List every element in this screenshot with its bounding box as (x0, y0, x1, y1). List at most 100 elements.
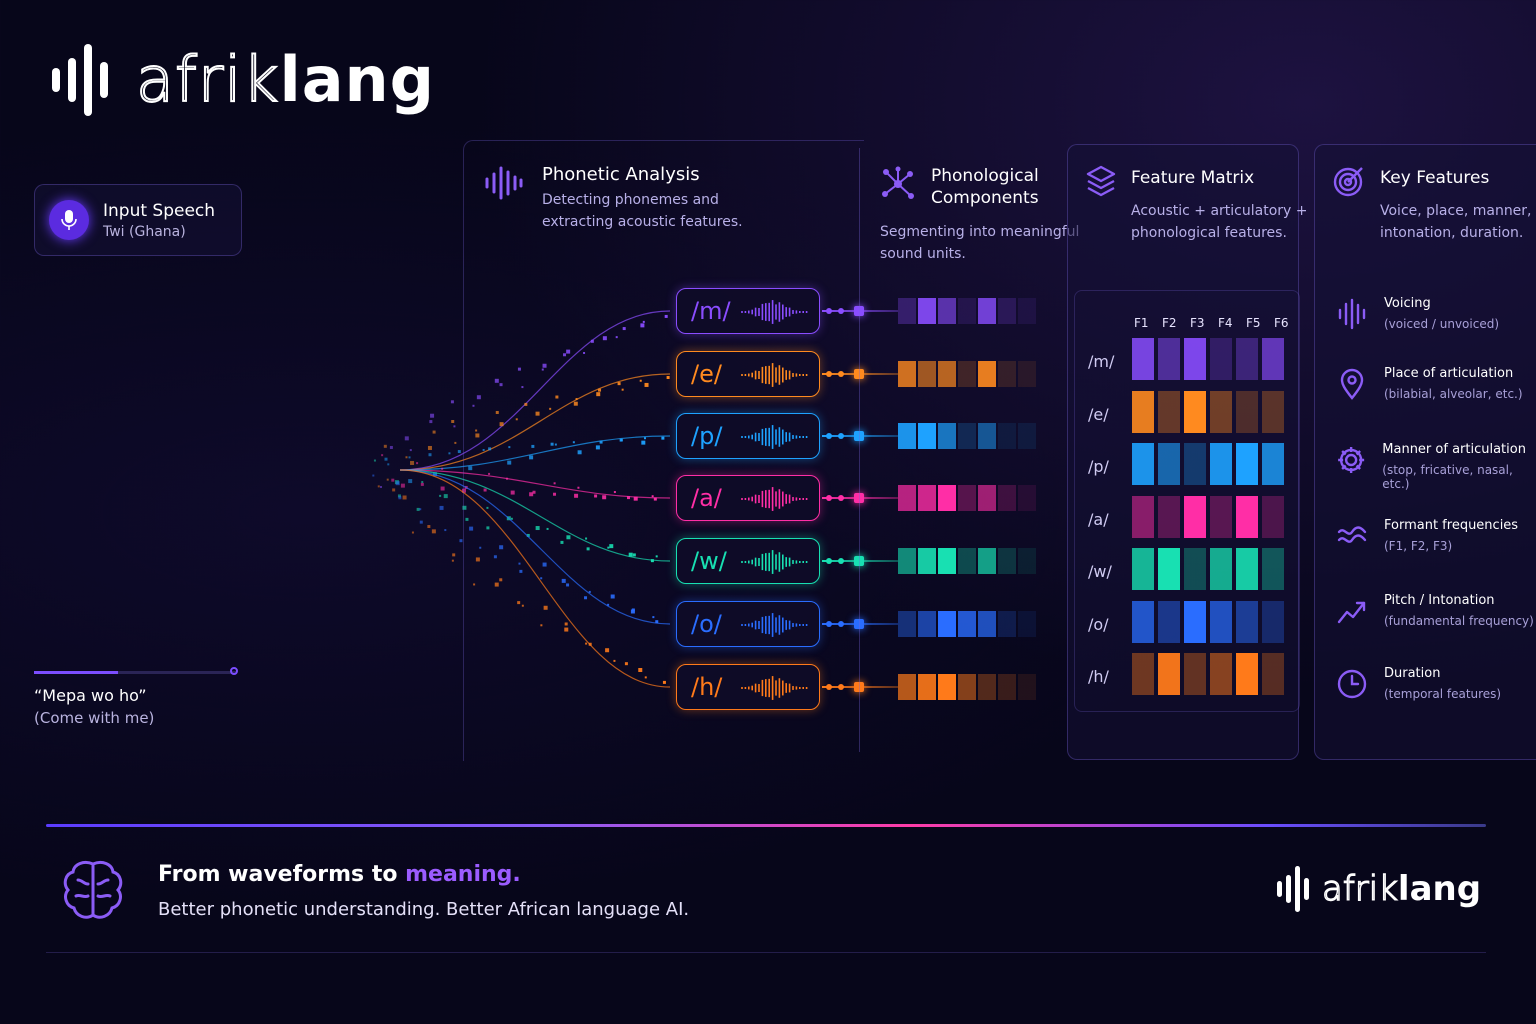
segment-cell (918, 361, 936, 387)
matrix-cell (1262, 653, 1284, 695)
segment-cell (958, 548, 976, 574)
matrix-cell (1262, 548, 1284, 590)
footer-tagline: From waveforms to meaning. (158, 862, 521, 887)
brain-icon (60, 858, 126, 926)
key-feature-desc: (voiced / unvoiced) (1384, 317, 1499, 331)
input-speech-card[interactable]: Input Speech Twi (Ghana) (34, 184, 242, 256)
segment-cell (938, 548, 956, 574)
matrix-column-header: F2 (1162, 316, 1177, 330)
phoneme-box[interactable]: /e/ (676, 351, 820, 397)
matrix-row-label: /h/ (1088, 667, 1109, 686)
phoneme-label: /e/ (691, 360, 722, 388)
connector-node (854, 556, 864, 566)
matrix-cell (1236, 338, 1258, 380)
phonological-title-1: Phonological (931, 166, 1039, 186)
phoneme-box[interactable]: /m/ (676, 288, 820, 334)
phoneme-box[interactable]: /a/ (676, 475, 820, 521)
segment-cell (938, 674, 956, 700)
matrix-row-label: /o/ (1088, 614, 1109, 634)
matrix-cell (1184, 338, 1206, 380)
mini-waveform-icon (741, 676, 808, 700)
mini-waveform-icon (741, 300, 808, 324)
matrix-cell (1158, 338, 1180, 380)
key-feature-desc: (F1, F2, F3) (1384, 539, 1453, 553)
playback-track[interactable] (34, 667, 238, 675)
connector-dot (826, 684, 832, 690)
segment-cell (958, 361, 976, 387)
phonetic-analysis-icon (484, 166, 524, 204)
matrix-column-header: F6 (1274, 316, 1289, 330)
segment-cell (918, 611, 936, 637)
segment-cell (998, 674, 1016, 700)
matrix-cell (1184, 390, 1206, 433)
matrix-cell (1210, 600, 1232, 643)
connector-dot (838, 371, 844, 377)
phrase-text: “Mepa wo ho” (34, 686, 147, 705)
phoneme-box[interactable]: /p/ (676, 413, 820, 459)
key-feature-item: Duration (temporal features) (1334, 666, 1501, 701)
segment-cell (1018, 361, 1036, 387)
logo-bars-icon (52, 44, 108, 116)
key-feature-name: Duration (1384, 666, 1441, 681)
key-feature-name: Manner of articulation (1382, 442, 1526, 457)
phonetic-desc-2: extracting acoustic features. (542, 214, 743, 231)
mini-waveform-icon (741, 550, 808, 574)
segment-cell (938, 361, 956, 387)
clock-icon (1337, 669, 1367, 699)
matrix-cell (1184, 495, 1206, 538)
playback-handle[interactable] (230, 667, 238, 675)
segment-cell (998, 423, 1016, 449)
microphone-icon (49, 200, 89, 240)
segment-cell (898, 298, 916, 324)
phoneme-box[interactable]: /w/ (676, 538, 820, 584)
key-feature-name: Place of articulation (1384, 366, 1514, 381)
matrix-row-label: /a/ (1088, 509, 1109, 529)
key-feature-item: Voicing (voiced / unvoiced) (1334, 296, 1499, 331)
segment-cell (998, 485, 1016, 511)
key-feature-name: Formant frequencies (1384, 518, 1519, 533)
matrix-cell (1262, 338, 1284, 380)
key-desc-1: Voice, place, manner, (1380, 203, 1532, 219)
footer-divider (46, 824, 1486, 827)
trend-chart-icon (1337, 601, 1366, 624)
segment-cell (1018, 485, 1036, 511)
phoneme-box[interactable]: /h/ (676, 664, 820, 710)
matrix-column-header: F5 (1246, 316, 1261, 330)
mini-waveform-icon (741, 425, 808, 449)
feature-matrix-panel (1067, 144, 1299, 760)
layers-icon (1085, 164, 1117, 202)
matrix-cell (1236, 653, 1258, 695)
matrix-cell (1210, 495, 1232, 538)
connector-node (854, 682, 864, 692)
matrix-desc-1: Acoustic + articulatory + (1131, 203, 1308, 219)
phonetic-title: Phonetic Analysis (542, 164, 700, 185)
matrix-cell (1158, 390, 1180, 433)
matrix-cell (1184, 600, 1206, 643)
matrix-grid-frame (1074, 290, 1300, 712)
matrix-cell (1158, 600, 1180, 643)
matrix-cell (1262, 495, 1284, 538)
gear-icon (1338, 447, 1365, 473)
phonetic-analysis-panel (463, 140, 864, 761)
segment-cell (978, 611, 996, 637)
segment-cell (898, 423, 916, 449)
connector-dot (838, 495, 844, 501)
segment-cell (1018, 674, 1036, 700)
connector-dot (838, 433, 844, 439)
matrix-column-header: F3 (1190, 316, 1205, 330)
segment-cell (938, 298, 956, 324)
segment-cell (898, 611, 916, 637)
matrix-cell (1184, 443, 1206, 485)
phoneme-label: /p/ (691, 422, 723, 450)
segment-cell (898, 361, 916, 387)
segment-cell (978, 548, 996, 574)
connector-node (854, 619, 864, 629)
brand-light: afrik (135, 43, 280, 116)
matrix-cell (1132, 495, 1154, 538)
mini-waveform-icon (741, 363, 808, 387)
matrix-cell (1210, 338, 1232, 380)
phoneme-box[interactable]: /o/ (676, 601, 820, 647)
matrix-column-header: F1 (1134, 316, 1149, 330)
waveform-icon (1338, 298, 1366, 330)
matrix-cell (1132, 390, 1154, 433)
